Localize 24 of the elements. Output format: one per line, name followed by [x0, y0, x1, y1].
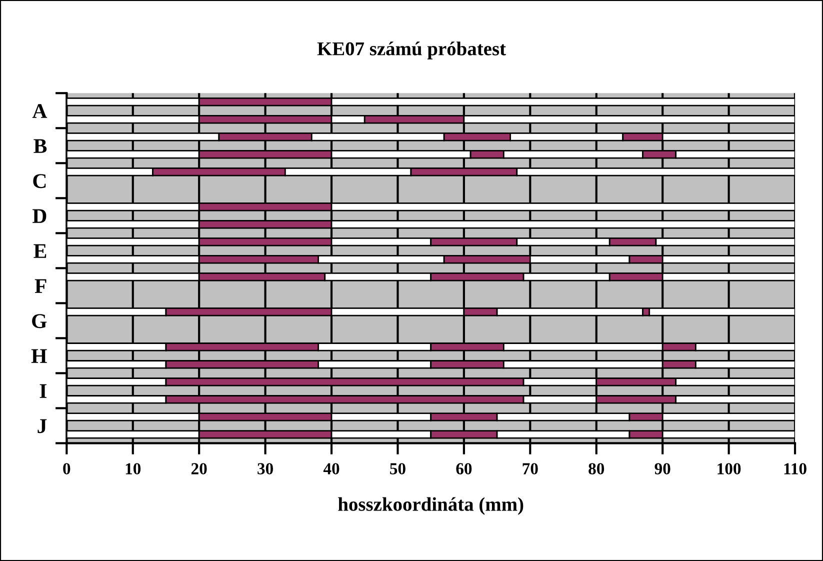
- x-tick-label: 60: [456, 463, 472, 474]
- y-tick-label: A: [32, 104, 48, 118]
- x-tick-label: 40: [323, 463, 340, 474]
- y-tick-label: H: [31, 349, 47, 363]
- x-tick-label: 10: [126, 463, 141, 474]
- x-tick-label: 100: [718, 463, 741, 474]
- y-tick-label: J: [38, 419, 47, 434]
- x-tick-label: 20: [191, 463, 207, 474]
- x-tick-label: 70: [522, 463, 538, 474]
- y-tick-label: I: [40, 384, 47, 398]
- x-tick-label: 80: [588, 463, 604, 474]
- chart-title: KE07 számú próbatest: [317, 42, 506, 60]
- x-tick-label: 30: [258, 463, 274, 474]
- x-tick-label: 0: [63, 463, 70, 474]
- y-tick-label: E: [34, 244, 46, 258]
- y-tick-label: B: [34, 139, 47, 153]
- x-tick-label: 90: [654, 463, 670, 474]
- x-axis-title: hosszkoordináta (mm): [338, 497, 524, 515]
- y-tick-label: C: [33, 174, 46, 188]
- x-tick-label: 50: [390, 463, 406, 474]
- y-tick-label: D: [32, 209, 46, 223]
- x-tick-label: 110: [784, 463, 806, 474]
- y-tick-label: G: [32, 314, 47, 328]
- y-tick-label: F: [34, 279, 46, 293]
